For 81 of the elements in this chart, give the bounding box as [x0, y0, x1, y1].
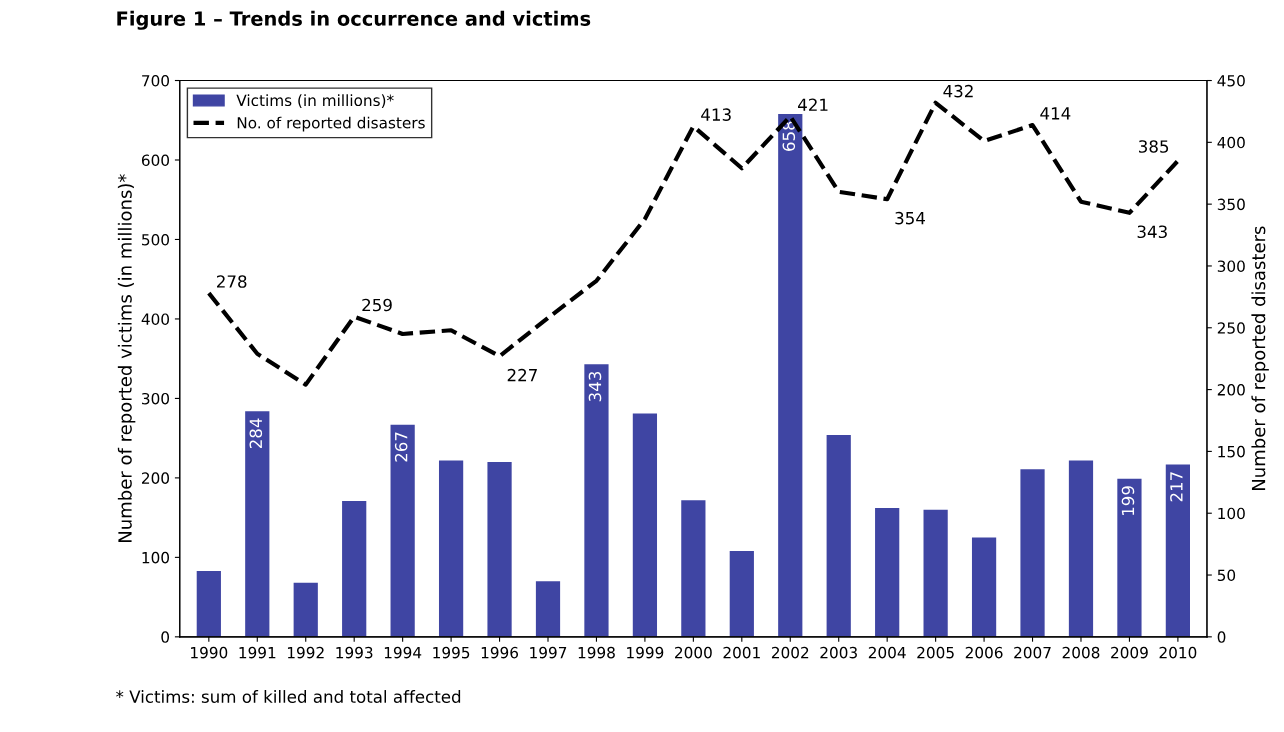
- data-label: 267: [394, 432, 408, 462]
- bar: [923, 509, 948, 637]
- y2-tick-label: 400: [1217, 136, 1245, 149]
- x-tick-label: 1997: [530, 646, 567, 659]
- y2-tick-label: 50: [1217, 569, 1236, 582]
- y2-tick-label: 300: [1217, 260, 1245, 272]
- data-label: 199: [1121, 486, 1135, 516]
- bar: [875, 508, 900, 637]
- x-tick-label: 2005: [917, 646, 954, 659]
- data-label: 414: [1040, 107, 1071, 120]
- legend-label: Victims (in millions)*: [236, 94, 394, 108]
- x-tick-label: 1994: [384, 646, 422, 659]
- bar: [1068, 460, 1094, 637]
- bar: [1165, 464, 1190, 637]
- x-tick-label: 1999: [627, 646, 664, 659]
- data-label: 385: [1139, 140, 1169, 153]
- bar: [342, 500, 367, 637]
- bar: [245, 411, 270, 637]
- bar: [826, 434, 851, 637]
- chart-title: Figure 1 – Trends in occurrence and victims: [117, 10, 591, 30]
- y-tick-label: 0: [161, 631, 170, 643]
- data-label: 354: [895, 211, 925, 225]
- y-tick-label: 200: [142, 472, 170, 484]
- data-label: 217: [1170, 472, 1183, 502]
- x-tick-label: 2003: [820, 646, 857, 659]
- x-tick-label: 2004: [868, 646, 906, 659]
- bar: [971, 537, 997, 637]
- data-label: 413: [701, 108, 731, 121]
- x-tick-label: 2010: [1159, 646, 1197, 659]
- y2-tick-label: 100: [1218, 507, 1245, 520]
- y2-tick-label: 350: [1217, 198, 1245, 211]
- data-label: 278: [217, 275, 247, 288]
- data-label: 421: [798, 98, 828, 111]
- data-label: 432: [943, 84, 973, 98]
- x-tick-label: 1993: [336, 646, 373, 659]
- bar: [632, 413, 658, 637]
- y2-tick-label: 250: [1217, 322, 1245, 334]
- bar: [390, 424, 415, 637]
- x-tick-label: 2001: [723, 646, 760, 659]
- y-tick-label: 600: [141, 154, 170, 167]
- y-tick-label: 500: [142, 233, 170, 246]
- bar: [729, 551, 754, 637]
- bar: [584, 364, 609, 637]
- x-tick-label: 2000: [675, 646, 712, 659]
- y2-tick-label: 0: [1217, 631, 1226, 643]
- bar: [487, 462, 512, 637]
- x-tick-label: 2008: [1062, 646, 1100, 659]
- bar: [438, 460, 464, 637]
- y2-axis-title: Number of reported disasters: [1251, 226, 1269, 491]
- x-tick-label: 1995: [433, 646, 470, 659]
- x-tick-label: 1991: [239, 646, 276, 659]
- data-label: 284: [249, 418, 263, 449]
- y-tick-label: 400: [141, 313, 170, 325]
- bar: [1117, 478, 1142, 637]
- data-label: 227: [507, 368, 537, 382]
- x-tick-label: 2009: [1111, 646, 1148, 659]
- y2-tick-label: 200: [1217, 384, 1245, 396]
- y2-tick-label: 150: [1218, 445, 1245, 458]
- x-tick-label: 1998: [578, 646, 615, 659]
- text: * Victims: sum of killed and total affected: [116, 690, 461, 703]
- bar: [196, 570, 221, 637]
- x-tick-label: 1990: [191, 646, 228, 659]
- bar: [1020, 469, 1045, 637]
- data-label: 343: [588, 371, 602, 402]
- y-tick-label: 300: [142, 392, 170, 405]
- bar: [778, 113, 803, 637]
- y2-tick-label: 450: [1217, 74, 1245, 87]
- legend-label: No. of reported disasters: [237, 116, 425, 132]
- data-label: 259: [362, 298, 392, 312]
- x-tick-label: 2002: [771, 646, 809, 659]
- y-axis-title: Number of reported victims (in millions)*: [117, 174, 136, 542]
- x-tick-label: 1996: [481, 646, 519, 659]
- bar: [535, 581, 561, 637]
- y-tick-label: 700: [142, 74, 170, 87]
- x-tick-label: 1992: [287, 646, 324, 659]
- x-tick-label: 2006: [965, 646, 1003, 659]
- x-tick-label: 2007: [1014, 646, 1051, 659]
- bar: [681, 500, 706, 637]
- y-tick-label: 100: [142, 551, 170, 564]
- data-label: 343: [1137, 225, 1167, 239]
- bar: [293, 582, 318, 637]
